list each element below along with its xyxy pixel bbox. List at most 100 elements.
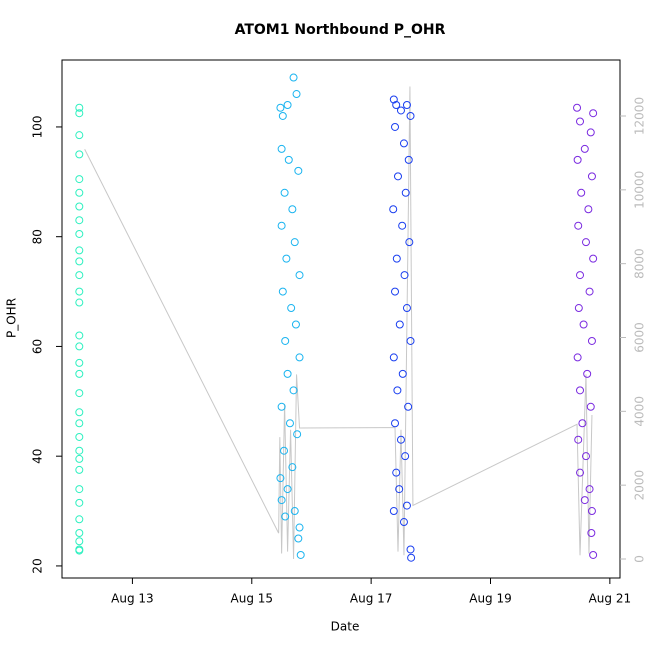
point [406,336,415,345]
point [392,100,401,109]
point [289,386,298,395]
point [581,238,590,247]
point [398,221,407,230]
point [75,498,84,507]
point [285,419,294,428]
x-tick-label: Aug 13 [111,592,154,606]
point [288,463,297,472]
y-tick-label: 40 [31,449,45,464]
point [75,408,84,417]
point [389,353,398,362]
point [289,73,298,82]
x-axis-label: Date [331,620,360,634]
point [392,468,401,477]
point [577,188,586,197]
point [276,103,285,112]
point [75,257,84,266]
point [585,287,594,296]
point [277,496,286,505]
point [576,386,585,395]
point [576,117,585,126]
point [573,155,582,164]
point [278,287,287,296]
point [389,507,398,516]
point [75,188,84,197]
point [399,518,408,527]
y-tick-label: 20 [31,558,45,573]
point [283,369,292,378]
point [585,485,594,494]
point [391,287,400,296]
point [574,304,583,313]
point [295,271,304,280]
point [583,369,592,378]
point [75,432,84,441]
point [398,369,407,378]
line [84,86,593,560]
point [584,205,593,214]
y-tick-label: 60 [31,339,45,354]
point [587,507,596,516]
point [578,419,587,428]
point [405,238,414,247]
point [75,546,84,555]
point [278,111,287,120]
y2-tick-label: 12000 [633,97,647,135]
point [75,358,84,367]
point [391,419,400,428]
point [75,485,84,494]
point [75,331,84,340]
point [587,172,596,181]
point [573,353,582,362]
point [276,474,285,483]
point [287,304,296,313]
point [401,188,410,197]
y2-tick-label: 10000 [633,171,647,209]
point [75,202,84,211]
point [574,435,583,444]
point [282,254,291,263]
point [75,216,84,225]
point [293,430,302,439]
point [75,298,84,307]
point [407,553,416,562]
point [401,452,410,461]
point [393,172,402,181]
point [587,336,596,345]
point [281,336,290,345]
point [404,155,413,164]
point [581,452,590,461]
y2-tick-label: 2000 [633,470,647,501]
point [389,95,398,104]
point [395,485,404,494]
y2-tick-label: 6000 [633,322,647,353]
point [580,144,589,153]
point [280,188,289,197]
x-tick-label: Aug 17 [350,592,393,606]
point [75,229,84,238]
point [277,144,286,153]
point [295,523,304,532]
point [75,529,84,538]
point [296,550,305,559]
point [400,271,409,280]
point [75,246,84,255]
point [281,512,290,521]
point [75,537,84,546]
point [406,545,415,554]
y2-tick-label: 0 [633,555,647,563]
point [290,507,299,516]
point [280,446,289,455]
point [294,166,303,175]
y2-tick-label: 4000 [633,396,647,427]
y-tick-label: 100 [31,115,45,138]
point [396,435,405,444]
point [402,100,411,109]
point [292,90,301,99]
chart-title: ATOM1 Northbound P_OHR [235,22,446,38]
point [395,320,404,329]
point [75,369,84,378]
point [396,106,405,115]
point [391,122,400,131]
